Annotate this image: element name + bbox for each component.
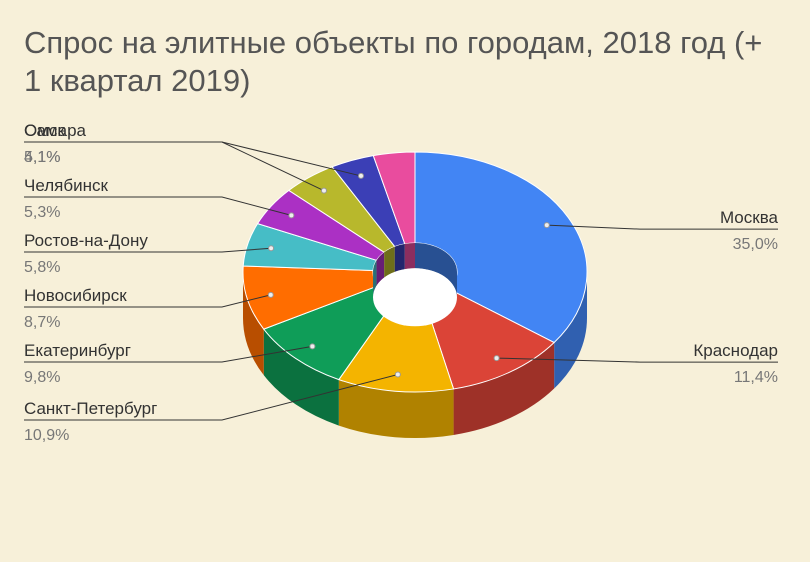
- slice-value-москва: 35,0%: [733, 236, 778, 253]
- slice-hole-wall-омск-0: [394, 243, 405, 272]
- slice-side-краснодар: [453, 342, 555, 435]
- slice-label-новосибирск: Новосибирск: [24, 286, 127, 305]
- donut-hole: [373, 268, 457, 327]
- leader-dot-москва: [543, 222, 550, 229]
- slice-value-новосибирск: 8,7%: [24, 314, 60, 331]
- leader-dot-ростов-на-дону: [268, 245, 275, 252]
- slice-label-санкт-петербург: Санкт-Петербург: [24, 399, 157, 418]
- leader-dot-краснодар: [493, 355, 500, 362]
- slice-value-челябинск: 5,3%: [24, 204, 60, 221]
- leader-line-санкт-петербург: [24, 374, 398, 421]
- slice-side-санкт-петербург: [338, 379, 454, 438]
- slice-side-екатеринбург: [263, 329, 339, 426]
- slice-side-москва: [554, 272, 587, 389]
- slice-label-челябинск: Челябинск: [24, 176, 108, 195]
- slice-hole-wall-москва-1: [415, 243, 457, 298]
- slice-value-санкт-петербург: 10,9%: [24, 427, 69, 444]
- leader-dot-новосибирск: [267, 291, 274, 298]
- slice-side-новосибирск: [243, 272, 264, 376]
- leader-dot-екатеринбург: [309, 343, 316, 350]
- leader-line-екатеринбург: [24, 345, 313, 363]
- slice-labels: Москва 35,0% Краснодар 11,4% Санкт-Петербург…: [24, 121, 779, 444]
- slice-hole-wall-other-9-0: [404, 243, 415, 270]
- slice-label-краснодар: Краснодар: [693, 341, 778, 360]
- leader-line-ростов-на-дону: [24, 247, 272, 253]
- slice-label-екатеринбург: Екатеринбург: [24, 341, 131, 360]
- slice-hole-wall-ростов-на-дону-0: [373, 260, 377, 296]
- chart-title: Спрос на элитные объекты по городам, 201…: [24, 25, 763, 98]
- leader-line-челябинск: [24, 196, 292, 216]
- slice-value-омск: 4,1%: [24, 149, 60, 166]
- leader-line-москва: [546, 224, 778, 230]
- slice-label-москва: Москва: [720, 208, 779, 227]
- leader-dot-челябинск: [288, 212, 295, 219]
- slice-value-екатеринбург: 9,8%: [24, 369, 60, 386]
- leader-line-омск: [24, 141, 362, 177]
- slice-hole-wall-самара-0: [384, 246, 395, 278]
- slice-hole-wall-челябинск-0: [376, 252, 385, 286]
- slice-value-ростов-на-дону: 5,8%: [24, 259, 60, 276]
- slice-value-краснодар: 11,4%: [734, 369, 778, 386]
- leader-lines: [24, 141, 778, 421]
- leader-line-краснодар: [496, 357, 778, 363]
- pie-depth-layer: [243, 272, 587, 438]
- slice-value-самара: 5,1%: [24, 149, 60, 166]
- slice-label-ростов-на-дону: Ростов-на-Дону: [24, 231, 148, 250]
- slice-label-омск: Омск: [24, 121, 65, 140]
- leader-dot-санкт-петербург: [394, 371, 401, 378]
- leader-dot-омск: [357, 172, 364, 179]
- leader-dot-самара: [320, 187, 327, 194]
- slice-label-самара: Самара: [24, 121, 87, 140]
- pie-top-layer: [242, 151, 588, 393]
- leader-line-новосибирск: [24, 294, 271, 308]
